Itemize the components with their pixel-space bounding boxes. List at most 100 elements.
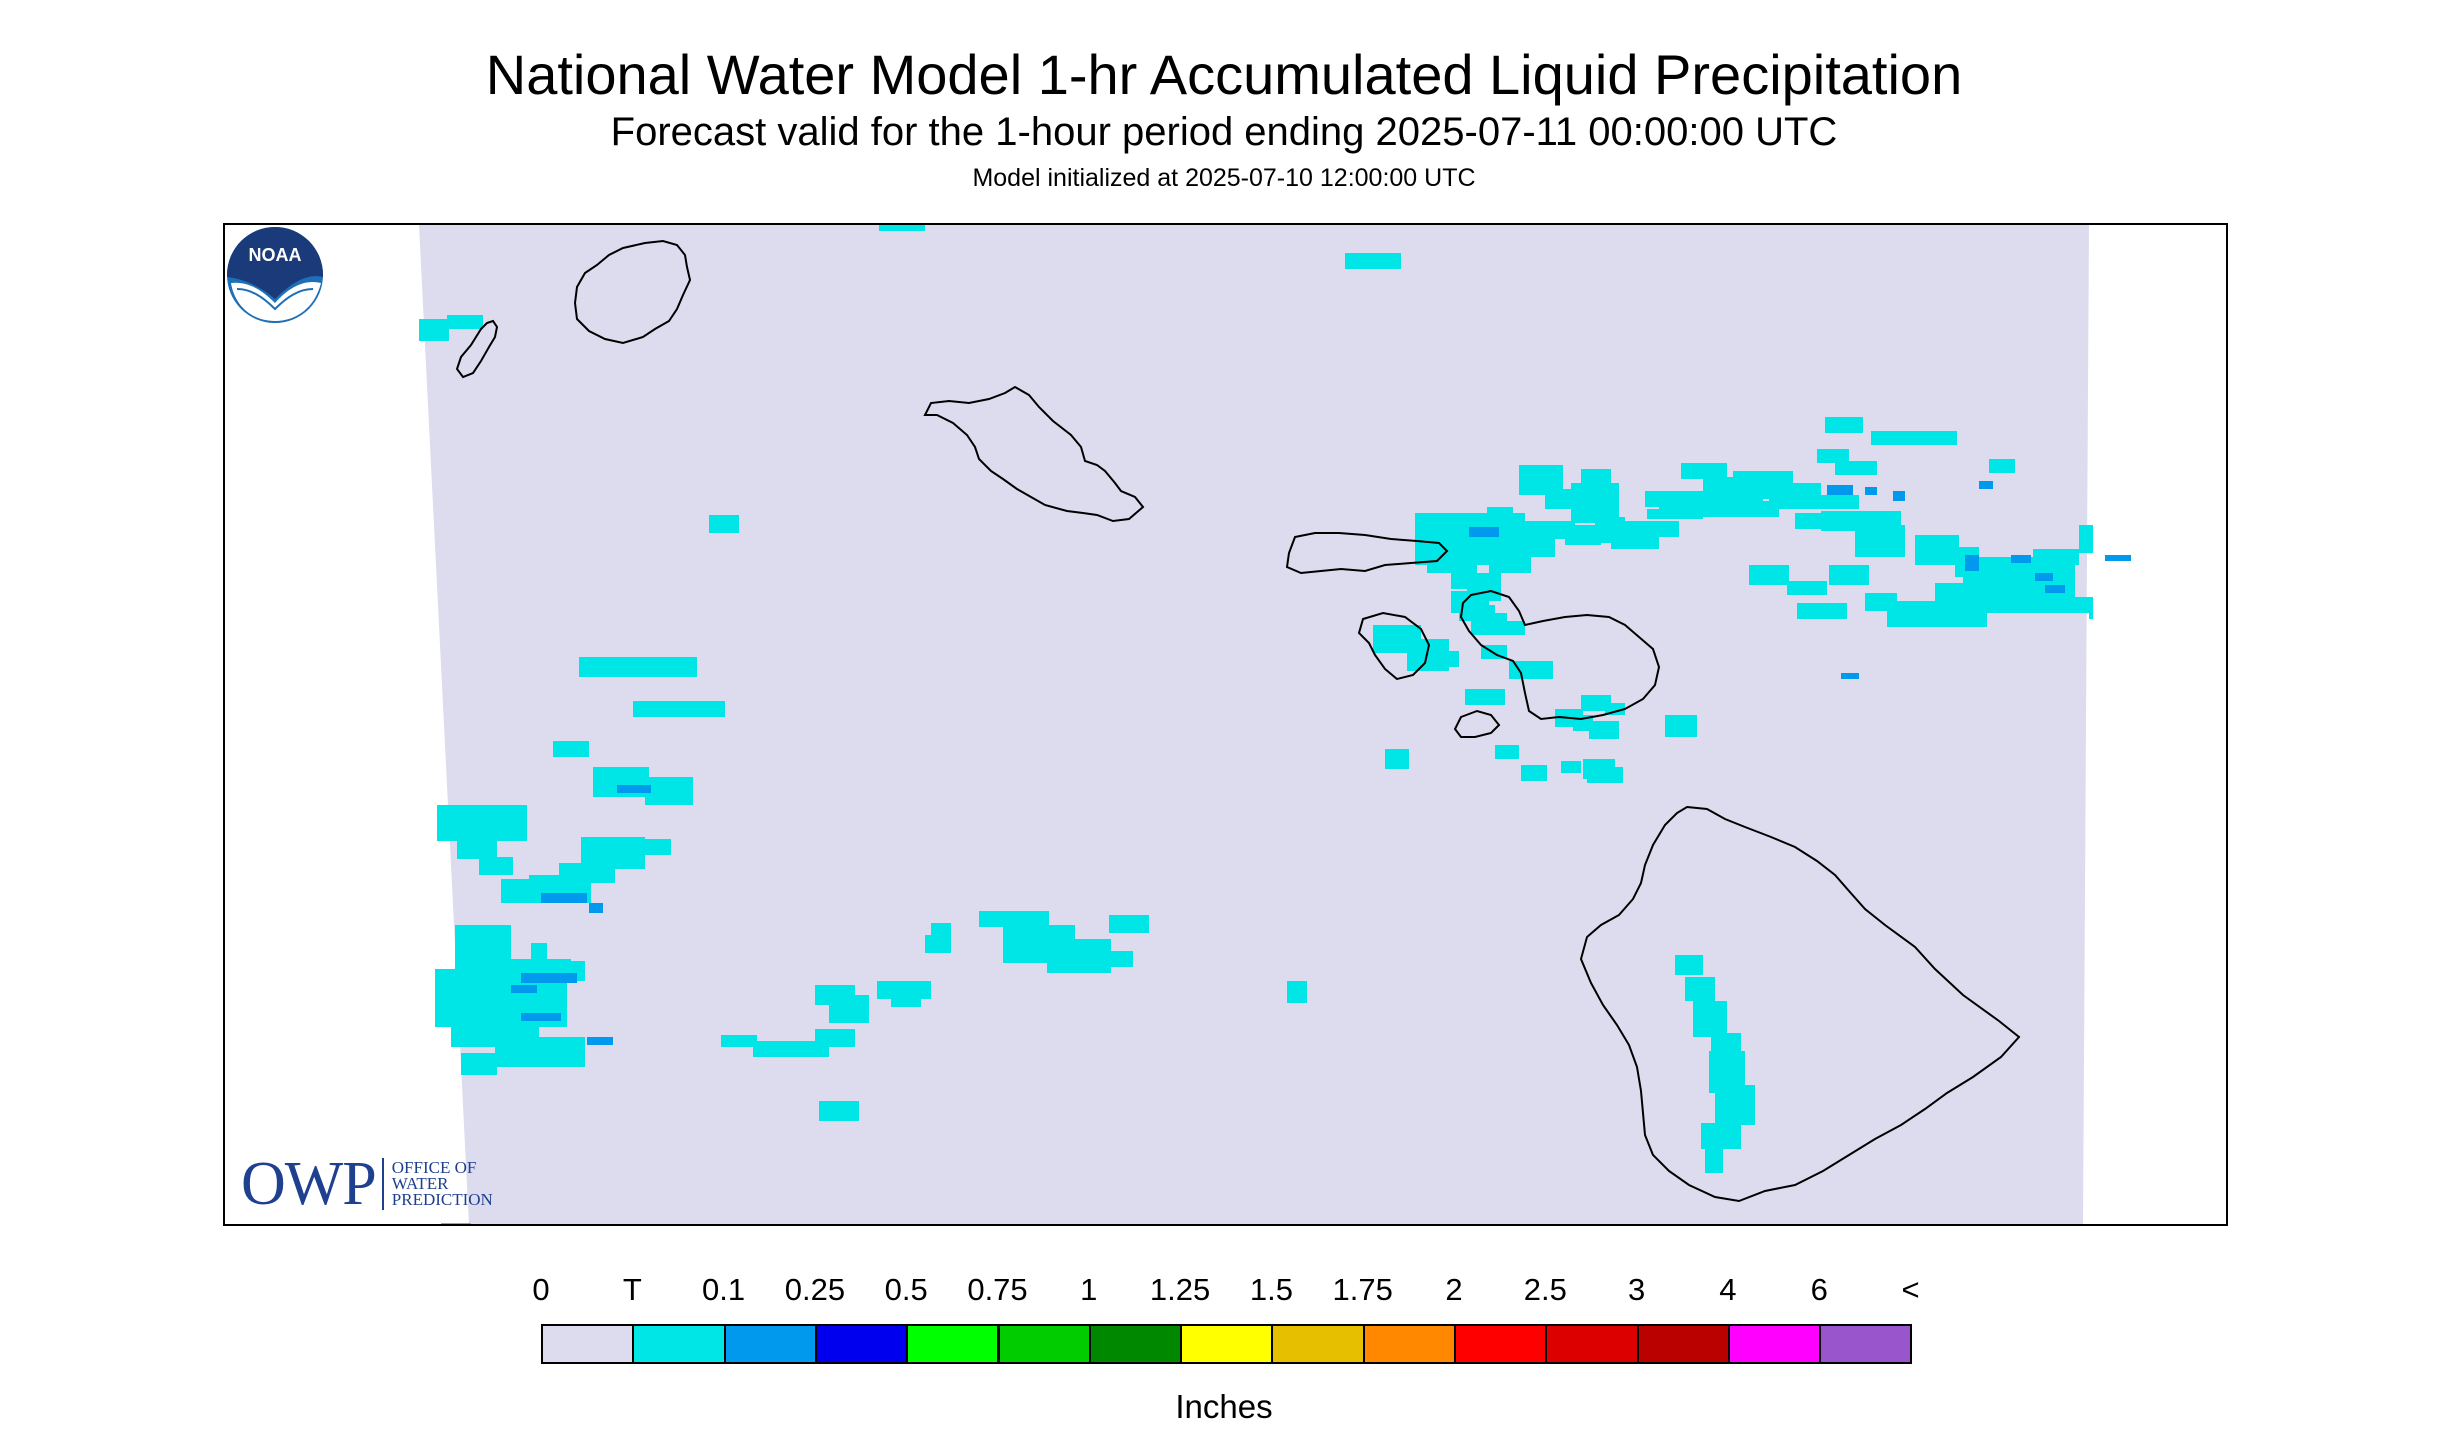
precip-cell-trace — [1515, 537, 1555, 557]
island-kauai — [573, 239, 692, 345]
legend-swatch — [632, 1324, 726, 1364]
legend-swatch — [541, 1324, 635, 1364]
owp-line-2: WATER — [391, 1174, 449, 1193]
precip-cell-trace — [1701, 1123, 1741, 1149]
precip-cell-light — [2035, 573, 2053, 581]
legend-swatch — [906, 1324, 1000, 1364]
precip-cell-trace — [1431, 651, 1459, 667]
precip-cell-trace — [1345, 253, 1401, 269]
island-maui — [1459, 589, 1661, 721]
precip-cell-trace — [2065, 597, 2093, 613]
precip-cell-trace — [633, 701, 725, 717]
precip-cell-trace — [1581, 469, 1611, 485]
precip-cell-trace — [819, 1101, 859, 1121]
legend-swatch — [1180, 1324, 1274, 1364]
precip-cell-trace — [1571, 483, 1619, 523]
precip-cell-trace — [2033, 549, 2079, 565]
precip-cell-trace — [1589, 721, 1619, 739]
precip-cell-trace — [1989, 459, 2015, 473]
precip-cell-trace — [1825, 417, 1863, 433]
precip-cell-trace — [1703, 477, 1733, 487]
precip-cell-trace — [1797, 603, 1847, 619]
precip-cell-trace — [441, 1223, 471, 1224]
legend-tick-label: 1.25 — [1149, 1272, 1211, 1307]
legend-tick-label: 0.75 — [967, 1272, 1028, 1307]
precip-cell-trace — [1525, 521, 1575, 539]
map-subtitle: Forecast valid for the 1-hour period end… — [610, 110, 1838, 154]
precip-cell-trace — [447, 315, 483, 329]
precip-cell-trace — [1645, 491, 1705, 507]
precip-cell-trace — [1087, 951, 1133, 967]
precip-cell-trace — [1675, 955, 1703, 975]
precip-cell-trace — [1385, 749, 1409, 769]
noaa-logo: NOAA — [227, 227, 323, 323]
precip-cell-trace — [1629, 531, 1659, 549]
precip-cell-trace — [1749, 565, 1789, 585]
precip-cell-light — [1841, 673, 1859, 679]
precip-cell-trace — [1493, 557, 1529, 573]
precip-cell-light — [1865, 487, 1877, 495]
owp-logo-subtext: OFFICE OF WATER PREDICTION — [391, 1159, 493, 1208]
legend-tick-label: 1.5 — [1249, 1272, 1293, 1307]
precip-cell-light — [541, 893, 587, 903]
noaa-logo-text: NOAA — [249, 245, 302, 265]
island-hawaii — [1579, 805, 2021, 1203]
precip-cell-trace — [925, 935, 951, 953]
precip-cell-light — [1893, 491, 1905, 501]
owp-logo-text: OWP — [241, 1150, 377, 1218]
precip-cell-trace — [645, 777, 693, 805]
precip-cell-trace — [553, 741, 589, 757]
legend-swatch — [723, 1324, 817, 1364]
precip-cell-light — [2105, 555, 2131, 561]
legend-tick-label: 1 — [1080, 1272, 1098, 1307]
precip-cell-trace — [531, 943, 547, 959]
precip-cell-trace — [829, 995, 869, 1023]
precip-cell-trace — [891, 991, 921, 1007]
legend-swatch — [1819, 1324, 1913, 1364]
precip-cell-trace — [753, 1041, 829, 1057]
legend-tick-label: 0 — [532, 1272, 550, 1307]
island-lanai — [1357, 611, 1431, 681]
precip-cell-light — [1965, 555, 1979, 571]
precipitation-cells — [419, 225, 2131, 1224]
precip-cell-trace — [879, 225, 925, 231]
precip-cell-trace — [1693, 1001, 1727, 1037]
precipitation-map[interactable]: OWP OFFICE OF WATER PREDICTION NOAA — [223, 223, 2228, 1226]
legend-tick-label: 3 — [1627, 1272, 1646, 1307]
precip-cell-trace — [437, 805, 527, 841]
precip-cell-light — [1827, 485, 1853, 495]
precip-cell-trace — [1647, 509, 1703, 519]
model-domain — [419, 225, 2089, 1224]
precip-cell-light — [2011, 555, 2031, 563]
legend-tick-label: 0.5 — [884, 1272, 928, 1307]
precip-cell-trace — [529, 875, 585, 891]
precip-cell-trace — [1451, 573, 1501, 589]
island-niihau — [455, 319, 499, 379]
precip-cell-light — [2045, 585, 2065, 593]
precip-cell-trace — [1709, 1067, 1739, 1093]
legend-tick-label: 6 — [1810, 1272, 1828, 1307]
precip-cell-trace — [1109, 915, 1149, 933]
legend-swatch — [997, 1324, 1091, 1364]
legend-swatch — [1271, 1324, 1365, 1364]
map-canvas — [419, 225, 2131, 1224]
legend-swatch — [1088, 1324, 1183, 1364]
legend-swatch — [1727, 1324, 1822, 1364]
legend-swatch — [1636, 1324, 1730, 1364]
owp-logo-divider — [381, 1158, 384, 1210]
precip-cell-trace — [1915, 535, 1959, 565]
precip-cell-trace — [479, 857, 513, 875]
precip-cell-trace — [643, 839, 671, 855]
precip-cell-light — [521, 973, 577, 983]
legend-swatch — [814, 1324, 909, 1364]
precip-cell-trace — [979, 911, 1049, 927]
legend-tick-label: 0.25 — [784, 1272, 846, 1307]
precip-cell-trace — [579, 657, 697, 677]
legend-tick-label: T — [622, 1272, 642, 1307]
map-title: National Water Model 1-hr Accumulated Li… — [485, 43, 1963, 106]
precip-cell-trace — [1787, 581, 1827, 595]
precip-cell-trace — [495, 1037, 585, 1067]
precip-cell-trace — [1427, 559, 1477, 573]
precip-cell-light — [617, 785, 651, 793]
precip-cell-trace — [1887, 601, 1987, 627]
